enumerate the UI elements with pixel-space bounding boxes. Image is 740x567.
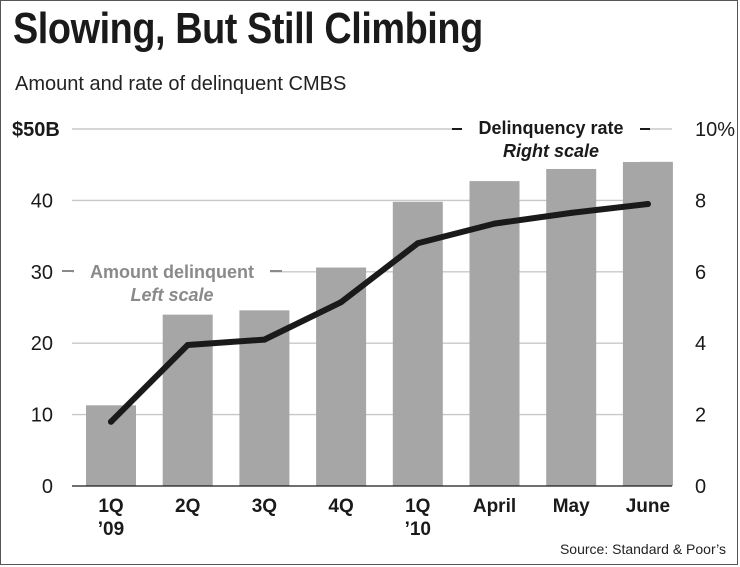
bar-amount-delinquent — [162, 314, 213, 486]
annotation-amount-scale: Left scale — [130, 285, 213, 305]
chart-subtitle: Amount and rate of delinquent CMBS — [15, 73, 347, 95]
category-label: ’09 — [98, 519, 124, 540]
category-label: May — [553, 496, 590, 517]
bar-amount-delinquent — [622, 161, 673, 486]
left-tick-label: 10 — [31, 405, 53, 427]
right-tick-label: 6 — [695, 262, 706, 284]
bar-amount-delinquent — [469, 181, 520, 486]
right-tick-label: 8 — [695, 190, 706, 212]
annotation-amount-bg — [74, 258, 270, 308]
category-label: 1Q — [98, 496, 123, 517]
category-label: 3Q — [252, 496, 277, 517]
right-tick-label: 10% — [695, 119, 735, 141]
annotation-amount-title: Amount delinquent — [90, 262, 254, 282]
bar-amount-delinquent — [546, 168, 597, 486]
annotation-rate-bg — [462, 114, 640, 162]
bar-amount-delinquent — [392, 201, 443, 486]
line-point — [568, 209, 575, 216]
line-point — [414, 240, 421, 247]
left-tick-label: $50B — [12, 119, 60, 141]
category-label: 2Q — [175, 496, 200, 517]
right-tick-label: 0 — [695, 476, 706, 498]
category-label: 1Q — [405, 496, 430, 517]
left-tick-label: 30 — [31, 262, 53, 284]
left-tick-label: 20 — [31, 333, 53, 355]
left-tick-label: 0 — [42, 476, 53, 498]
right-tick-label: 4 — [695, 333, 706, 355]
category-label: April — [473, 496, 516, 517]
left-tick-label: 40 — [31, 190, 53, 212]
category-label: June — [626, 496, 670, 517]
category-label: ’10 — [405, 519, 431, 540]
category-label: 4Q — [328, 496, 353, 517]
bar-amount-delinquent — [86, 405, 136, 486]
line-point — [644, 200, 651, 207]
annotation-rate-scale: Right scale — [503, 141, 599, 161]
line-point — [108, 418, 114, 425]
line-point — [261, 336, 268, 343]
source-note: Source: Standard & Poor’s — [559, 541, 726, 557]
line-delinquency-rate — [108, 200, 651, 425]
line-point — [491, 220, 498, 227]
line-point — [338, 299, 345, 306]
annotation-rate-title: Delinquency rate — [478, 118, 623, 138]
chart-title: Slowing, But Still Climbing — [13, 4, 483, 53]
line-point — [184, 341, 191, 348]
right-tick-label: 2 — [695, 405, 706, 427]
